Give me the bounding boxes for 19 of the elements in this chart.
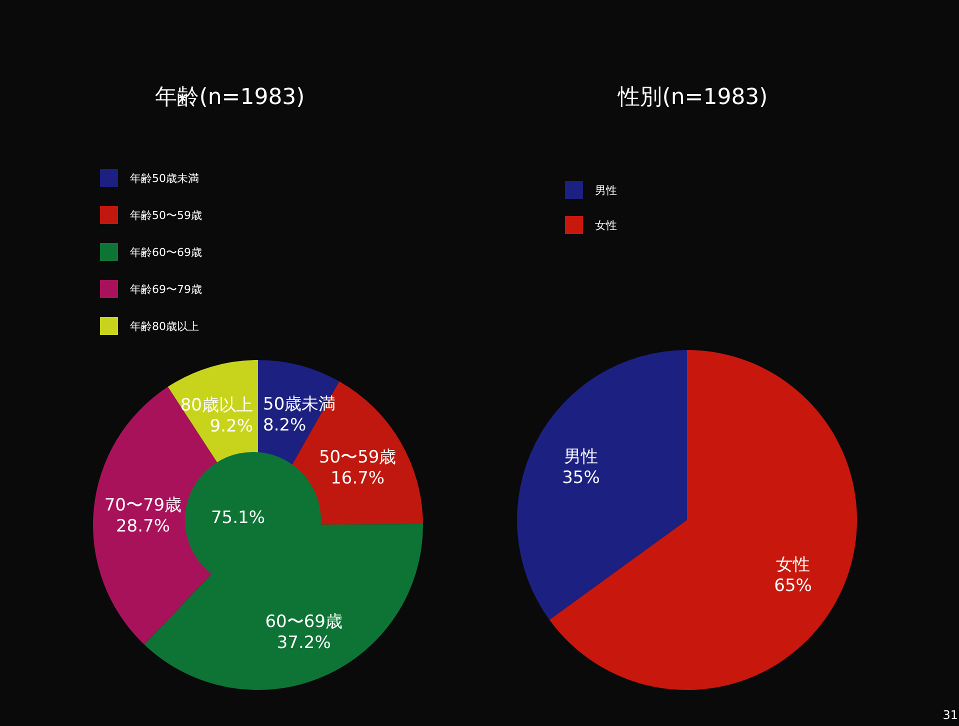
data-label: 60〜69歳 37.2% (265, 612, 343, 653)
pie-slice (517, 350, 687, 620)
data-label: 男性 35% (562, 446, 600, 488)
pie-slice (549, 350, 857, 690)
legend-label: 年齢50〜59歳 (130, 209, 202, 222)
data-label: 80歳以上 9.2% (180, 395, 253, 436)
legend-label: 年齢60〜69歳 (130, 246, 202, 259)
legend-label: 年齢80歳以上 (130, 320, 199, 333)
data-label: 50〜59歳 16.7% (318, 448, 396, 489)
chart-title: 性別(n=1983) (616, 84, 769, 112)
data-label: 女性 65% (774, 555, 812, 596)
legend-label: 女性 (595, 219, 617, 232)
legend-label: 男性 (595, 184, 617, 197)
legend-label: 年齢69〜79歳 (130, 283, 202, 296)
text: 75.1% (210, 508, 266, 528)
data-label: 70〜79歳 28.7% (104, 495, 182, 536)
legend-label: 年齢50歳未満 (130, 172, 199, 185)
chart-title: 年齢(n=1983) (154, 84, 306, 112)
text: 31 (942, 708, 958, 722)
